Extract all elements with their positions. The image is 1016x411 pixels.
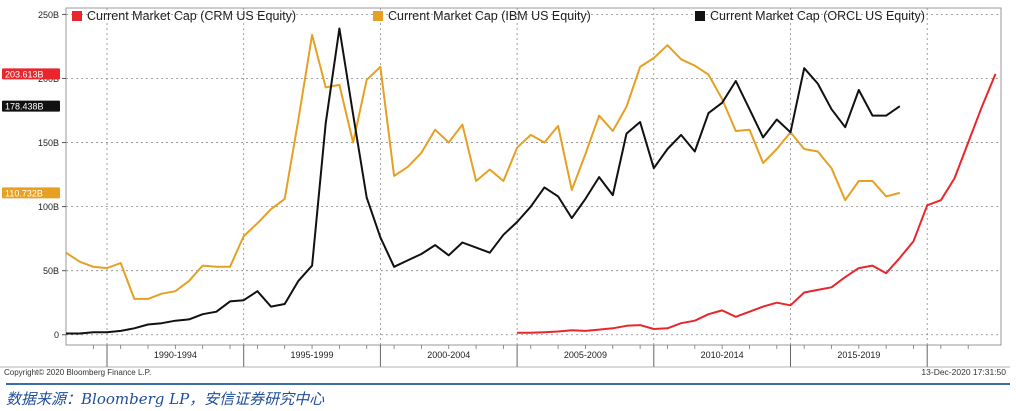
x-period-label: 2000-2004	[427, 350, 470, 360]
market-cap-chart: 250B200B150B100B50B01990-19941995-199920…	[0, 7, 1010, 377]
y-tick-label: 100B	[38, 202, 59, 212]
x-period-label: 2010-2014	[701, 350, 744, 360]
last-value-tag	[2, 100, 60, 112]
series-line-crm	[517, 73, 997, 334]
last-value-tag-text: 203.613B	[5, 69, 44, 79]
x-period-label: 2005-2009	[564, 350, 607, 360]
last-value-tag-text: 178.438B	[5, 102, 44, 112]
y-tick-label: 0	[54, 330, 59, 340]
y-tick-label: 50B	[43, 266, 59, 276]
x-period-label: 1990-1994	[154, 350, 197, 360]
y-tick-label: 250B	[38, 10, 59, 20]
source-note: 数据来源：Bloomberg LP，安信证券研究中心	[6, 390, 325, 408]
legend-label: Current Market Cap (ORCL US Equity)	[710, 9, 925, 23]
series-line-ibm	[65, 33, 901, 300]
x-period-label: 2015-2019	[837, 350, 880, 360]
chart-frame: 250B200B150B100B50B01990-19941995-199920…	[0, 7, 1010, 377]
legend-swatch	[373, 11, 383, 21]
plot-area	[65, 7, 1002, 346]
copyright-text: Copyright© 2020 Bloomberg Finance L.P.	[4, 368, 151, 377]
series-line-orcl	[66, 27, 901, 335]
legend-label: Current Market Cap (CRM US Equity)	[87, 9, 296, 23]
legend-swatch	[72, 11, 82, 21]
legend-swatch	[695, 11, 705, 21]
last-value-tag	[2, 68, 60, 80]
last-value-tag-text: 110.732B	[5, 188, 43, 198]
source-note-bar: 数据来源：Bloomberg LP，安信证券研究中心	[6, 383, 1010, 411]
x-period-label: 1995-1999	[291, 350, 334, 360]
timestamp-text: 13-Dec-2020 17:31:50	[921, 367, 1006, 377]
last-value-tag	[2, 187, 60, 199]
legend-label: Current Market Cap (IBM US Equity)	[388, 9, 591, 23]
y-tick-label: 150B	[38, 138, 59, 148]
